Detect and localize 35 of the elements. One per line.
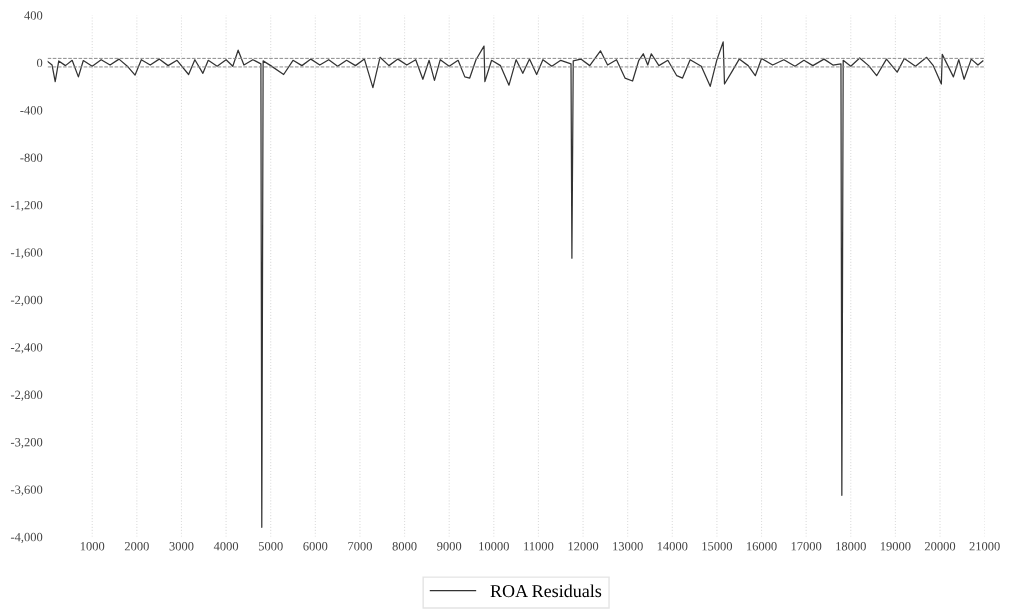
y-tick-label: -3,200 (10, 438, 43, 449)
x-tick-label: 13000 (613, 542, 643, 551)
x-tick-label: 8000 (392, 542, 417, 551)
y-tick-label: -2,000 (10, 295, 43, 306)
y-tick-label: -1,600 (10, 248, 43, 259)
y-tick-label: -3,600 (10, 485, 43, 496)
x-tick-label: 18000 (836, 542, 866, 551)
x-tick-label: 2000 (124, 542, 149, 551)
y-tick-label: -2,800 (10, 390, 43, 401)
y-tick-label: 0 (36, 58, 43, 68)
x-tick-label: 1000 (80, 542, 105, 551)
x-tick-label: 19000 (880, 542, 911, 551)
x-tick-label: 5000 (258, 542, 283, 551)
y-tick-label: -800 (20, 153, 43, 162)
x-tick-label: 6000 (303, 542, 328, 551)
x-tick-label: 16000 (747, 542, 777, 551)
x-tick-label: 7000 (348, 542, 372, 551)
x-tick-label: 11000 (524, 542, 554, 551)
x-tick-label: 12000 (568, 542, 599, 551)
x-tick-label: 10000 (479, 542, 509, 551)
y-tick-label: -2,400 (10, 343, 43, 354)
x-tick-label: 17000 (791, 542, 822, 551)
x-tick-label: 4000 (213, 542, 239, 551)
x-tick-label: 14000 (657, 542, 688, 551)
x-tick-label: 9000 (437, 542, 462, 551)
x-tick-label: 3000 (169, 542, 194, 551)
legend-label: ROA Residuals (490, 584, 602, 598)
y-tick-label: -4,000 (10, 532, 43, 544)
x-tick-label: 21000 (969, 542, 1000, 551)
y-tick-label: -1,200 (10, 200, 43, 212)
x-tick-label: 15000 (702, 542, 733, 551)
y-tick-label: 400 (24, 11, 43, 20)
x-tick-label: 20000 (924, 542, 956, 551)
y-tick-label: -400 (20, 106, 43, 115)
line-series (47, 41, 984, 528)
